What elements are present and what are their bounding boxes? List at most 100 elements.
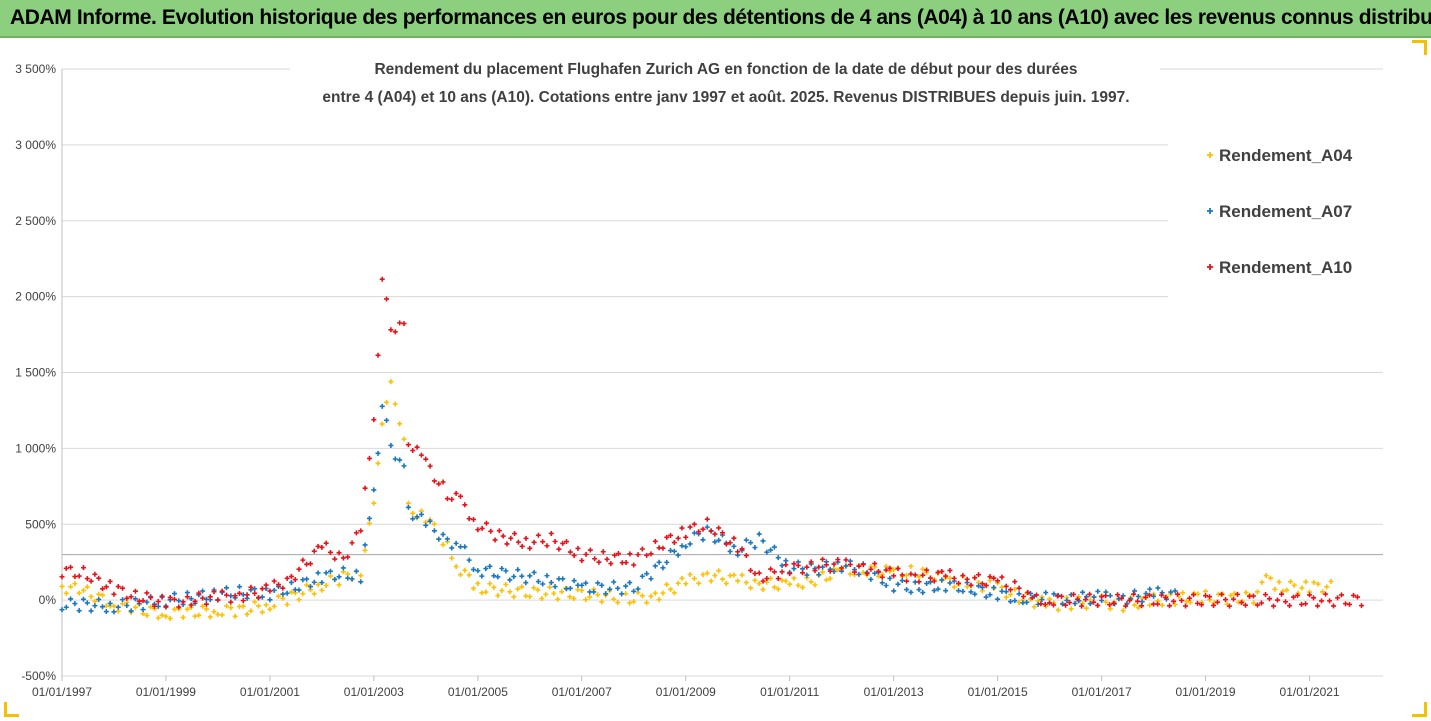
data-point bbox=[401, 321, 407, 327]
data-point bbox=[248, 584, 254, 590]
data-point bbox=[883, 582, 889, 588]
data-point bbox=[615, 599, 621, 605]
data-point bbox=[519, 584, 525, 590]
data-point bbox=[567, 594, 573, 600]
data-point bbox=[712, 531, 718, 537]
data-point bbox=[1223, 597, 1229, 603]
data-point bbox=[1135, 605, 1141, 611]
data-point bbox=[59, 574, 65, 580]
data-point bbox=[1083, 594, 1089, 600]
data-point bbox=[462, 567, 468, 573]
data-point bbox=[527, 573, 533, 579]
data-point bbox=[768, 566, 774, 572]
data-point bbox=[1271, 603, 1276, 609]
data-point bbox=[1287, 603, 1293, 609]
data-point bbox=[259, 609, 265, 615]
data-point bbox=[771, 569, 777, 575]
data-point bbox=[723, 581, 729, 587]
data-point bbox=[1168, 589, 1174, 595]
data-point bbox=[731, 543, 737, 549]
data-point bbox=[1331, 603, 1337, 609]
y-tick-label: 3 000% bbox=[15, 138, 56, 152]
data-point bbox=[72, 601, 78, 607]
series-Rendement_A04 bbox=[59, 379, 1334, 622]
data-point bbox=[983, 594, 989, 600]
data-point bbox=[1012, 579, 1018, 585]
data-point bbox=[1191, 592, 1197, 598]
data-point bbox=[540, 581, 546, 587]
data-point bbox=[1187, 595, 1193, 601]
data-point bbox=[1038, 601, 1044, 607]
data-point bbox=[1195, 600, 1201, 606]
data-point bbox=[1091, 599, 1097, 605]
data-point bbox=[144, 599, 150, 605]
data-point bbox=[615, 585, 621, 591]
data-point bbox=[167, 595, 173, 601]
data-point bbox=[1107, 602, 1113, 608]
data-point bbox=[1020, 594, 1026, 600]
data-point bbox=[683, 534, 689, 540]
data-point bbox=[1267, 596, 1272, 602]
data-point bbox=[362, 542, 368, 548]
data-point bbox=[1155, 585, 1161, 591]
data-point bbox=[124, 595, 130, 601]
data-point bbox=[475, 568, 481, 574]
data-point bbox=[687, 541, 693, 547]
data-point bbox=[960, 588, 966, 594]
data-point bbox=[1254, 589, 1260, 595]
data-point bbox=[366, 520, 372, 526]
data-point bbox=[595, 592, 601, 598]
data-point bbox=[956, 588, 962, 594]
y-tick-label: -500% bbox=[21, 669, 56, 683]
data-point bbox=[571, 578, 577, 584]
data-point bbox=[935, 569, 941, 575]
data-point bbox=[1025, 589, 1031, 595]
data-point bbox=[752, 545, 758, 551]
data-point bbox=[462, 544, 468, 550]
data-point bbox=[1231, 596, 1236, 602]
x-tick-label: 01/01/2003 bbox=[344, 685, 404, 699]
data-point bbox=[739, 572, 745, 578]
data-point bbox=[1327, 598, 1333, 604]
y-tick-label: 2 000% bbox=[15, 290, 56, 304]
data-point bbox=[1159, 602, 1165, 608]
data-point bbox=[252, 599, 258, 605]
data-point bbox=[288, 579, 294, 585]
data-point bbox=[696, 529, 702, 535]
data-point bbox=[440, 542, 446, 548]
data-point bbox=[280, 585, 286, 591]
data-point bbox=[856, 571, 862, 577]
data-point bbox=[180, 599, 186, 605]
data-point bbox=[405, 504, 411, 510]
data-point bbox=[1103, 593, 1109, 599]
data-point bbox=[1324, 584, 1330, 590]
data-point bbox=[304, 576, 310, 582]
data-point bbox=[327, 568, 333, 574]
data-point bbox=[192, 598, 198, 604]
data-point bbox=[200, 603, 206, 609]
data-point bbox=[787, 581, 793, 587]
data-point bbox=[627, 600, 633, 606]
data-point bbox=[800, 584, 806, 590]
data-point bbox=[716, 568, 722, 574]
data-point bbox=[748, 567, 754, 573]
data-point bbox=[791, 561, 797, 567]
data-point bbox=[1319, 589, 1325, 595]
data-point bbox=[823, 562, 829, 568]
data-point bbox=[827, 576, 833, 582]
data-point bbox=[358, 579, 364, 585]
data-point bbox=[151, 603, 157, 609]
data-point bbox=[449, 555, 455, 561]
data-point bbox=[296, 597, 302, 603]
data-point bbox=[1283, 599, 1289, 605]
data-point bbox=[768, 547, 774, 553]
data-point bbox=[115, 584, 121, 590]
data-point bbox=[375, 450, 381, 456]
data-point bbox=[304, 582, 310, 588]
data-point bbox=[704, 524, 710, 530]
data-point bbox=[431, 521, 437, 527]
data-point bbox=[795, 582, 801, 588]
data-series bbox=[59, 276, 1365, 622]
data-point bbox=[358, 573, 364, 579]
x-tick-label: 01/01/2001 bbox=[240, 685, 300, 699]
